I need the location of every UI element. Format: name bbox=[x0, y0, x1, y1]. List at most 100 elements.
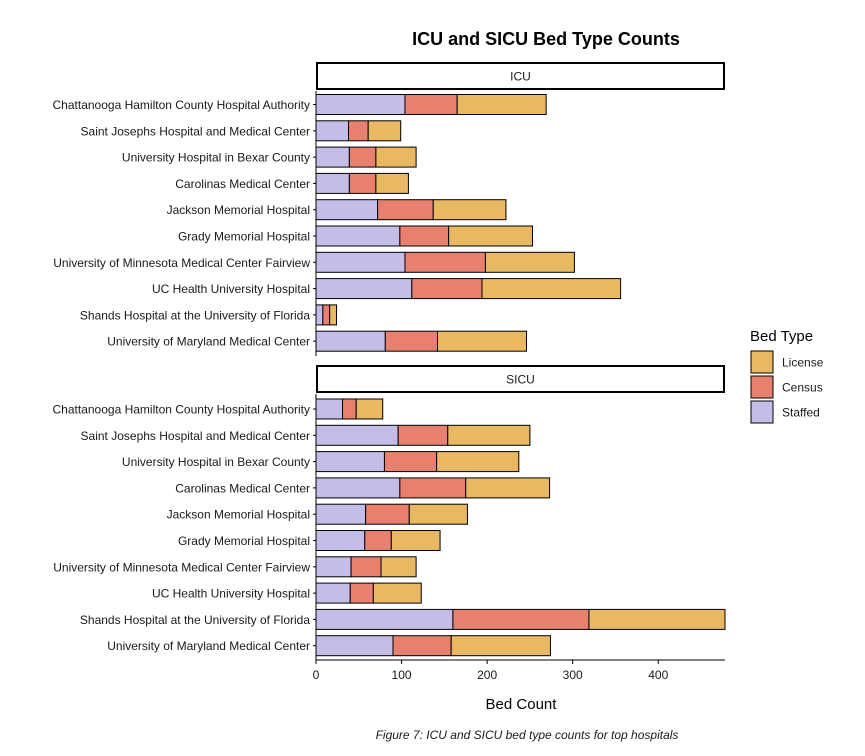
icu-bar-staffed bbox=[315, 172, 350, 194]
x-tick-label: 0 bbox=[313, 668, 320, 682]
icu-bar-staffed bbox=[315, 304, 324, 326]
sicu-category-labels: Chattanooga Hamilton County Hospital Aut… bbox=[53, 403, 316, 653]
icu-bar-census bbox=[404, 94, 458, 115]
sicu-bar-staffed bbox=[315, 477, 401, 499]
icu-panel: ICU Chattanooga Hamilton County Hospital… bbox=[53, 62, 725, 356]
sicu-bar-census bbox=[349, 582, 374, 604]
legend-label-license: License bbox=[782, 356, 824, 370]
sicu-bar-license bbox=[408, 503, 468, 525]
icu-bar-staffed bbox=[315, 146, 350, 168]
sicu-bar-staffed bbox=[315, 582, 351, 604]
sicu-bar-census bbox=[383, 451, 438, 473]
icu-bar-license bbox=[432, 199, 507, 221]
sicu-bar-license bbox=[372, 582, 422, 604]
sicu-category-label: UC Health University Hospital bbox=[152, 587, 310, 601]
sicu-bar-license bbox=[447, 424, 531, 446]
icu-bar-staffed bbox=[315, 94, 406, 115]
x-tick-label: 300 bbox=[563, 668, 583, 682]
icu-category-label: Carolinas Medical Center bbox=[175, 177, 310, 191]
icu-bar-census bbox=[348, 172, 377, 194]
x-tick-label: 400 bbox=[648, 668, 668, 682]
icu-bar-staffed bbox=[315, 330, 386, 352]
sicu-bar-staffed bbox=[315, 608, 454, 630]
legend-swatch-staffed bbox=[750, 400, 774, 424]
sicu-bar-staffed bbox=[315, 398, 344, 420]
sicu-category-label: Grady Memorial Hospital bbox=[178, 534, 310, 548]
icu-bar-license bbox=[437, 330, 527, 352]
icu-bar-license bbox=[329, 304, 338, 326]
icu-category-label: University of Minnesota Medical Center F… bbox=[53, 256, 310, 270]
sicu-category-label: University Hospital in Bexar County bbox=[122, 455, 310, 469]
sicu-category-label: Chattanooga Hamilton County Hospital Aut… bbox=[53, 403, 310, 417]
sicu-bar-license bbox=[355, 398, 384, 420]
icu-bar-census bbox=[377, 199, 434, 221]
icu-bar-staffed bbox=[315, 278, 413, 300]
legend-swatch-census bbox=[750, 375, 774, 399]
icu-bar-staffed bbox=[315, 225, 401, 247]
sicu-bars bbox=[315, 398, 726, 657]
sicu-strip-label: SICU bbox=[506, 373, 535, 387]
icu-category-label: Grady Memorial Hospital bbox=[178, 230, 310, 244]
icu-category-label: University of Maryland Medical Center bbox=[107, 335, 310, 349]
sicu-bar-census bbox=[365, 503, 410, 525]
sicu-category-label: Saint Josephs Hospital and Medical Cente… bbox=[81, 429, 310, 443]
sicu-panel: SICU Chattanooga Hamilton County Hospita… bbox=[53, 365, 726, 660]
sicu-bar-license bbox=[380, 556, 417, 578]
icu-category-label: Jackson Memorial Hospital bbox=[167, 203, 310, 217]
sicu-bar-staffed bbox=[315, 530, 366, 551]
icu-bars bbox=[315, 94, 622, 352]
sicu-category-label: Carolinas Medical Center bbox=[175, 481, 310, 495]
legend-swatch-license bbox=[750, 350, 774, 374]
sicu-category-label: Jackson Memorial Hospital bbox=[167, 508, 310, 522]
sicu-category-label: University of Maryland Medical Center bbox=[107, 639, 310, 653]
icu-bar-license bbox=[367, 120, 402, 142]
sicu-category-label: University of Minnesota Medical Center F… bbox=[53, 560, 310, 574]
icu-bar-census bbox=[411, 278, 483, 300]
sicu-bar-staffed bbox=[315, 424, 399, 446]
sicu-bar-census bbox=[364, 530, 392, 551]
sicu-bar-staffed bbox=[315, 635, 394, 657]
chart-title: ICU and SICU Bed Type Counts bbox=[412, 29, 680, 49]
sicu-bar-staffed bbox=[315, 503, 367, 525]
icu-bar-census bbox=[322, 304, 331, 326]
icu-bar-census bbox=[348, 146, 377, 168]
sicu-strip bbox=[316, 365, 725, 393]
icu-bar-staffed bbox=[315, 251, 406, 273]
icu-category-labels: Chattanooga Hamilton County Hospital Aut… bbox=[53, 98, 316, 349]
icu-strip bbox=[316, 62, 725, 90]
sicu-bar-census bbox=[397, 424, 449, 446]
icu-bar-census bbox=[404, 251, 486, 273]
sicu-bar-license bbox=[588, 608, 726, 630]
icu-bar-census bbox=[399, 225, 450, 247]
icu-bar-license bbox=[375, 172, 409, 194]
icu-bar-census bbox=[384, 330, 439, 352]
sicu-bar-census bbox=[342, 398, 357, 420]
sicu-bar-census bbox=[399, 477, 467, 499]
sicu-bar-staffed bbox=[315, 451, 385, 473]
icu-category-label: Shands Hospital at the University of Flo… bbox=[80, 308, 310, 322]
sicu-bar-license bbox=[465, 477, 551, 499]
x-tick-label: 200 bbox=[477, 668, 497, 682]
icu-bar-license bbox=[481, 278, 622, 300]
sicu-bar-census bbox=[350, 556, 382, 578]
sicu-bar-census bbox=[452, 608, 590, 630]
legend-label-staffed: Staffed bbox=[782, 406, 820, 420]
icu-category-label: University Hospital in Bexar County bbox=[122, 151, 310, 165]
icu-bar-license bbox=[456, 94, 547, 115]
icu-category-label: Chattanooga Hamilton County Hospital Aut… bbox=[53, 98, 310, 112]
icu-category-label: Saint Josephs Hospital and Medical Cente… bbox=[81, 124, 310, 138]
sicu-bar-license bbox=[390, 530, 441, 551]
sicu-bar-license bbox=[436, 451, 520, 473]
sicu-category-label: Shands Hospital at the University of Flo… bbox=[80, 613, 310, 627]
icu-bar-staffed bbox=[315, 199, 379, 221]
icu-category-label: UC Health University Hospital bbox=[152, 282, 310, 296]
legend-label-census: Census bbox=[782, 381, 823, 395]
icu-bar-census bbox=[348, 120, 369, 142]
icu-strip-label: ICU bbox=[510, 70, 531, 84]
x-axis: 0 100 200 300 400 bbox=[313, 659, 725, 682]
icu-bar-license bbox=[448, 225, 533, 247]
x-tick-label: 100 bbox=[392, 668, 412, 682]
sicu-bar-census bbox=[392, 635, 452, 657]
sicu-bar-license bbox=[450, 635, 551, 657]
